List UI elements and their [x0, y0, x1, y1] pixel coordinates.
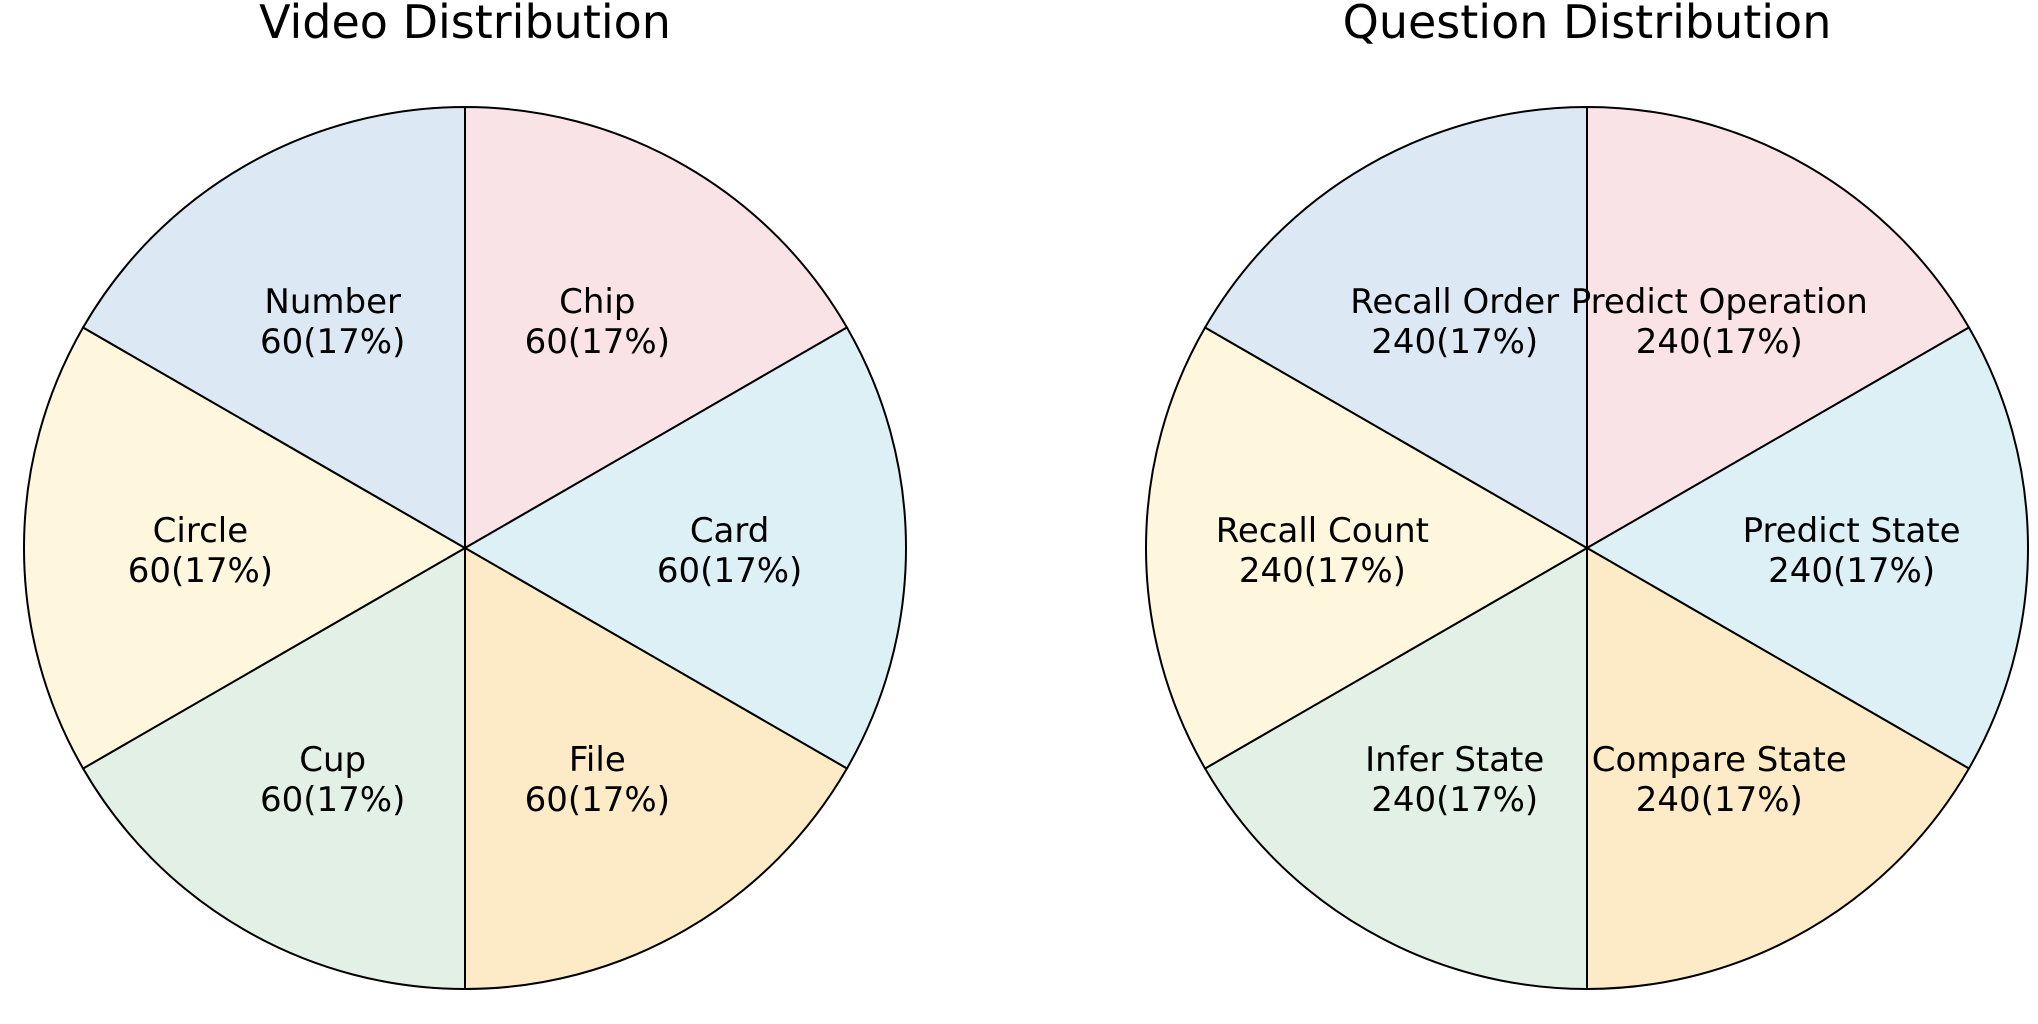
question-slice-label-compare-state: Compare State 240(17%) [1592, 740, 1847, 820]
video-slice-label-cup: Cup 60(17%) [260, 740, 405, 820]
question-slice-label-infer-state: Infer State 240(17%) [1365, 740, 1544, 820]
question-slice-infer-state [1203, 546, 1588, 991]
video-slice-label-file: File 60(17%) [525, 740, 670, 820]
video-slice-card [463, 326, 907, 770]
question-slice-label-predict-operation: Predict Operation 240(17%) [1571, 282, 1868, 362]
video-slice-number [81, 105, 466, 550]
question-slice-label-recall-count: Recall Count 240(17%) [1216, 511, 1429, 591]
video-slice-label-chip: Chip 60(17%) [525, 282, 670, 362]
video-slice-label-card: Card 60(17%) [657, 511, 802, 591]
question-chart-title: Question Distribution [1343, 0, 1832, 49]
video-slice-chip [464, 105, 849, 550]
video-slice-label-circle: Circle 60(17%) [128, 511, 273, 591]
question-slice-predict-operation [1586, 105, 1971, 550]
video-slice-circle [23, 326, 467, 770]
question-slice-compare-state [1586, 546, 1971, 991]
question-slice-recall-count [1145, 326, 1590, 770]
video-chart-title: Video Distribution [259, 0, 671, 49]
video-slice-cup [81, 546, 466, 991]
video-slice-label-number: Number 60(17%) [260, 282, 405, 362]
question-distribution-pie: Question Distribution Predict Operation 2… [1145, 0, 2029, 991]
video-slice-file [464, 546, 849, 991]
question-slice-recall-order [1203, 105, 1588, 550]
video-distribution-pie: Video Distribution Chip 60(17%) Card 60(17%… [23, 0, 907, 991]
question-slice-predict-state [1584, 326, 2029, 770]
question-slice-label-recall-order: Recall Order 240(17%) [1350, 282, 1559, 362]
question-slice-label-predict-state: Predict State 240(17%) [1743, 511, 1961, 591]
